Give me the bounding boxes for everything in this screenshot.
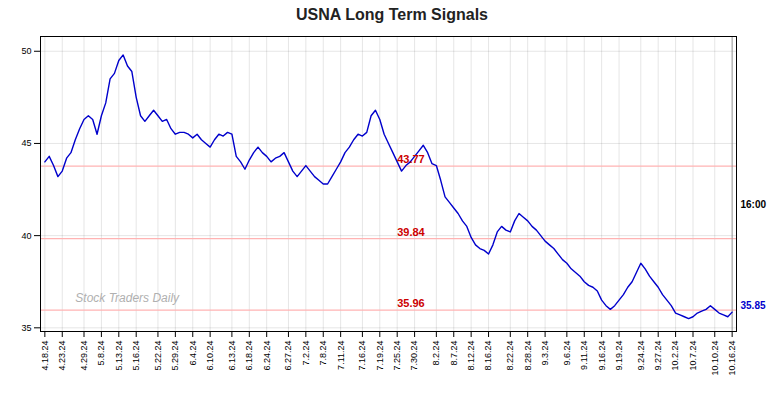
svg-text:7.19.24: 7.19.24	[375, 341, 385, 371]
svg-text:6.4.24: 6.4.24	[188, 341, 198, 366]
svg-text:7.8.24: 7.8.24	[318, 341, 328, 366]
svg-text:10.16.24: 10.16.24	[727, 341, 737, 376]
svg-text:35.85: 35.85	[741, 300, 766, 311]
svg-text:50: 50	[21, 46, 31, 56]
svg-text:40: 40	[21, 231, 31, 241]
svg-text:7.30.24: 7.30.24	[409, 341, 419, 371]
svg-text:6.18.24: 6.18.24	[244, 341, 254, 371]
svg-text:6.24.24: 6.24.24	[262, 341, 272, 371]
svg-text:35: 35	[21, 323, 31, 333]
svg-text:6.27.24: 6.27.24	[283, 341, 293, 371]
html-text:USNA Long Term Signals: USNA Long Term Signals	[296, 6, 488, 23]
svg-text:8.12.24: 8.12.24	[466, 341, 476, 371]
svg-text:7.11.24: 7.11.24	[336, 341, 346, 370]
svg-text:43.77: 43.77	[397, 153, 425, 165]
svg-text:5.8.24: 5.8.24	[96, 341, 106, 366]
svg-text:7.16.24: 7.16.24	[357, 341, 367, 371]
svg-text:7.2.24: 7.2.24	[301, 341, 311, 366]
svg-text:7.25.24: 7.25.24	[392, 341, 402, 371]
svg-text:39.84: 39.84	[397, 226, 425, 238]
svg-text:4.23.24: 4.23.24	[57, 341, 67, 371]
svg-text:35.96: 35.96	[397, 297, 425, 309]
svg-text:10.2.24: 10.2.24	[670, 341, 680, 371]
svg-text:5.22.24: 5.22.24	[153, 341, 163, 371]
svg-text:9.19.24: 9.19.24	[614, 341, 624, 371]
svg-text:4.29.24: 4.29.24	[79, 341, 89, 371]
svg-text:8.2.24: 8.2.24	[431, 341, 441, 366]
svg-text:10.7.24: 10.7.24	[688, 341, 698, 371]
svg-text:9.24.24: 9.24.24	[636, 341, 646, 371]
svg-text:6.10.24: 6.10.24	[205, 341, 215, 371]
svg-text:8.22.24: 8.22.24	[505, 341, 515, 371]
svg-text:9.16.24: 9.16.24	[597, 341, 607, 371]
svg-text:5.13.24: 5.13.24	[114, 341, 124, 371]
svg-text:16:00: 16:00	[741, 199, 767, 210]
svg-text:5.16.24: 5.16.24	[131, 341, 141, 371]
svg-text:4.18.24: 4.18.24	[40, 341, 50, 371]
svg-text:9.6.24: 9.6.24	[562, 341, 572, 366]
svg-text:45: 45	[21, 138, 31, 148]
svg-text:9.11.24: 9.11.24	[579, 341, 589, 370]
svg-text:6.13.24: 6.13.24	[227, 341, 237, 371]
svg-text:8.7.24: 8.7.24	[449, 341, 459, 366]
svg-text:9.3.24: 9.3.24	[540, 341, 550, 366]
svg-text:9.27.24: 9.27.24	[653, 341, 663, 371]
svg-text:Stock Traders Daily: Stock Traders Daily	[75, 291, 180, 305]
svg-text:8.28.24: 8.28.24	[523, 341, 533, 371]
svg-text:10.10.24: 10.10.24	[710, 341, 720, 376]
svg-text:8.16.24: 8.16.24	[483, 341, 493, 371]
svg-text:5.29.24: 5.29.24	[170, 341, 180, 371]
